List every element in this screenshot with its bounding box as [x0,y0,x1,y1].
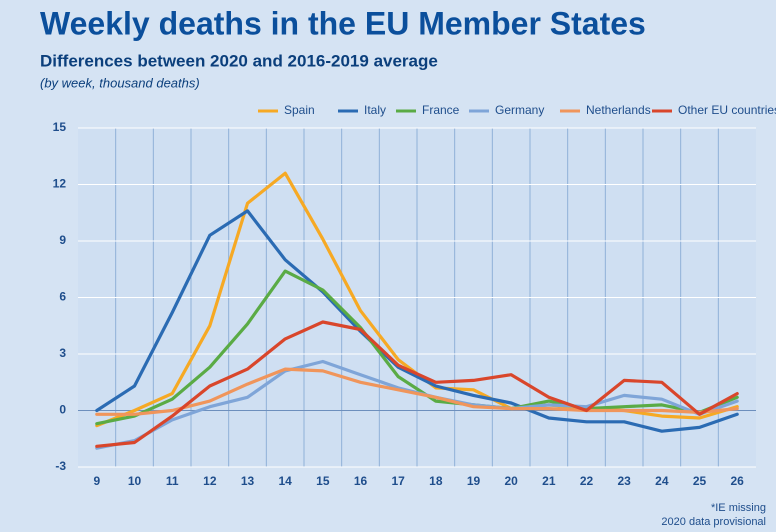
x-tick-label: 11 [166,474,179,488]
x-tick-label: 13 [241,474,255,488]
x-tick-label: 23 [617,474,631,488]
legend-label: France [422,103,460,117]
series-line [95,320,739,448]
x-tick-label: 14 [278,474,292,488]
series-line [95,209,739,433]
x-tick-label: 25 [693,474,707,488]
x-tick-label: 10 [128,474,142,488]
x-tick-label: 24 [655,474,669,488]
x-tick-label: 19 [467,474,481,488]
series-line [95,367,739,416]
y-tick-label: -3 [55,459,66,473]
x-tick-label: 20 [504,474,518,488]
x-tick-label: 15 [316,474,330,488]
x-tick-label: 26 [730,474,744,488]
legend-label: Netherlands [586,103,651,117]
y-tick-label: 9 [59,233,66,247]
x-tick-label: 17 [391,474,405,488]
legend-label: Spain [284,103,315,117]
series-line [95,269,739,426]
x-tick-label: 21 [542,474,556,488]
legend-label: Italy [364,103,386,117]
y-tick-label: 6 [59,290,66,304]
footnote: 2020 data provisional [661,516,766,528]
chart-subtitle: Differences between 2020 and 2016-2019 a… [40,51,438,70]
chart-title: Weekly deaths in the EU Member States [40,5,646,41]
y-tick-label: 15 [53,120,67,134]
x-tick-label: 9 [93,474,100,488]
unit-note: (by week, thousand deaths) [40,75,200,90]
y-tick-label: 12 [53,177,67,191]
x-tick-label: 12 [203,474,217,488]
legend-label: Germany [495,103,544,117]
footnote: *IE missing [711,502,766,514]
x-tick-label: 16 [354,474,368,488]
x-tick-label: 22 [580,474,594,488]
y-tick-label: 3 [59,346,66,360]
legend-label: Other EU countries* [678,103,776,117]
y-tick-label: 0 [59,403,66,417]
x-tick-label: 18 [429,474,443,488]
